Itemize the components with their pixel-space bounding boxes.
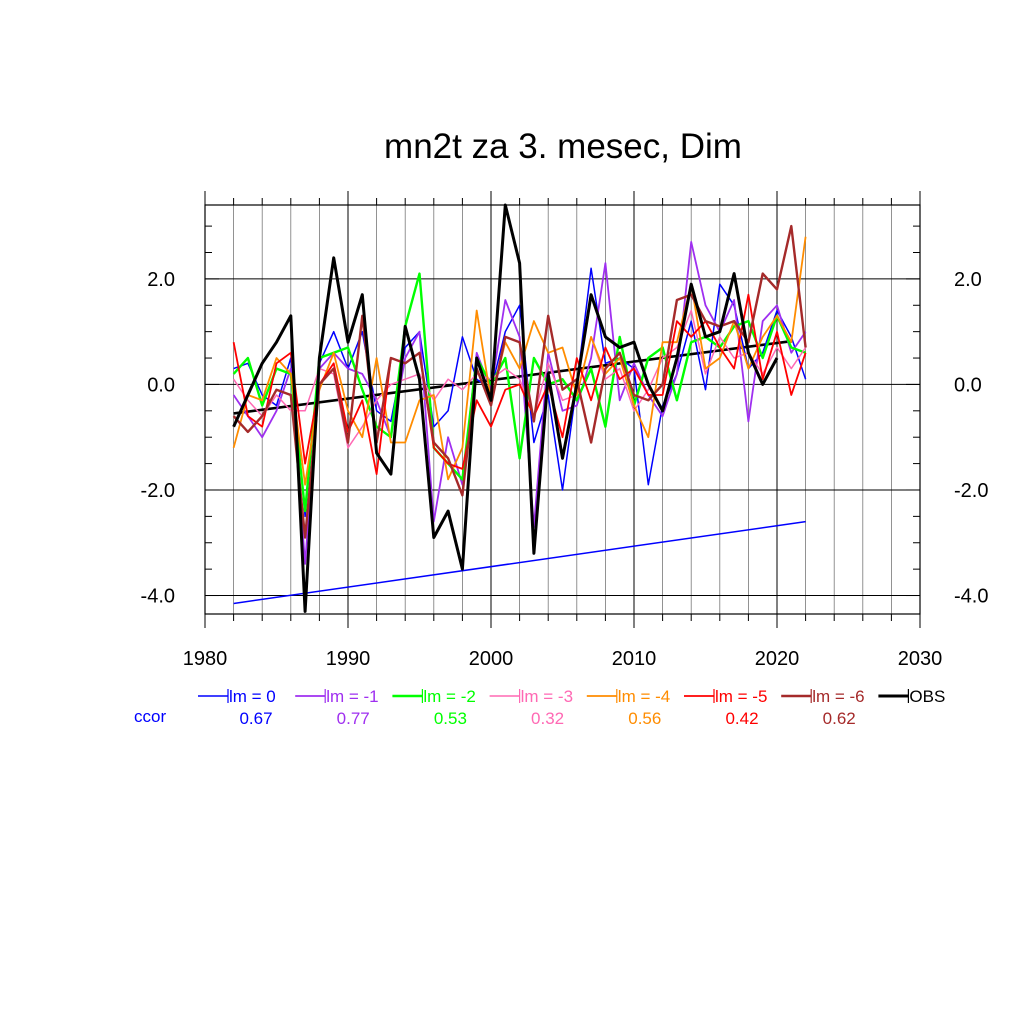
y-tick-label-right: -4.0 [954, 586, 988, 608]
ccor-value: 0.32 [531, 709, 564, 728]
y-tick-label-left: 0.0 [147, 374, 175, 396]
y-tick-label-right: 0.0 [954, 374, 982, 396]
legend-label: OBS [909, 687, 945, 706]
series-line-1 [232, 241, 807, 565]
trend-line-lm0 [233, 520, 806, 605]
ccor-value: 0.56 [628, 709, 661, 728]
x-tick-label: 2030 [898, 648, 943, 670]
legend-label: lm = -4 [618, 687, 670, 706]
plot-frame [204, 204, 921, 615]
ccor-value: 0.77 [337, 709, 370, 728]
legend-label: lm = -2 [423, 687, 475, 706]
grid-lines [205, 205, 920, 614]
ccor-value: 0.62 [823, 709, 856, 728]
y-tick-label-left: -2.0 [141, 480, 175, 502]
ccor-label: ccor [134, 707, 166, 726]
ccor-value: 0.67 [239, 709, 272, 728]
y-tick-label-left: -4.0 [141, 586, 175, 608]
series-line-2 [232, 272, 807, 513]
y-tick-label-left: 2.0 [147, 269, 175, 291]
x-tick-label: 2000 [469, 648, 514, 670]
ccor-value: 0.42 [725, 709, 758, 728]
series-line-7 [232, 203, 779, 613]
legend-label: lm = 0 [229, 687, 276, 706]
series-line-5 [232, 293, 807, 475]
x-tick-label: 2010 [612, 648, 657, 670]
series-line-4 [232, 236, 807, 486]
series-line-0 [233, 267, 807, 518]
y-tick-label-right: 2.0 [954, 269, 982, 291]
legend-label: lm = -6 [812, 687, 864, 706]
legend: lm = 0 0.67 lm = -1 0.77 lm = -2 0.53 lm = -3 0… [134, 687, 945, 728]
chart-title: mn2t za 3. mesec, Dim [384, 127, 742, 166]
series-line-6 [232, 224, 807, 539]
x-tick-label: 1980 [183, 648, 228, 670]
axes: 1980 1990 2000 2010 2020 2030 2.0 2.0 0.0 0.0 -2.0… [141, 191, 988, 670]
x-tick-label: 2020 [755, 648, 800, 670]
y-tick-label-right: -2.0 [954, 480, 988, 502]
x-tick-label: 1990 [326, 648, 371, 670]
legend-label: lm = -5 [715, 687, 767, 706]
data-series [232, 203, 807, 613]
legend-label: lm = -1 [326, 687, 378, 706]
legend-label: lm = -3 [521, 687, 573, 706]
ccor-value: 0.53 [434, 709, 467, 728]
